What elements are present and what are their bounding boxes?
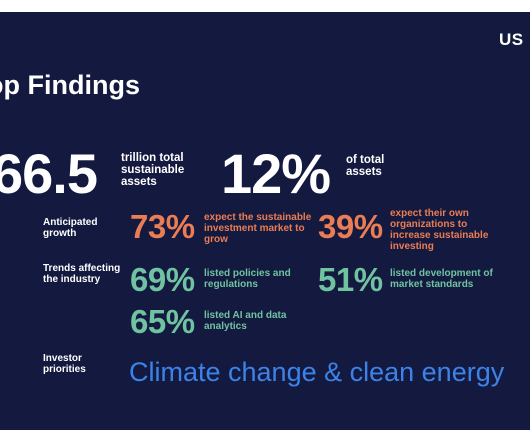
row-label-growth: Anticipated growth — [43, 217, 98, 239]
stat-39-text: expect their own organizations to increa… — [390, 208, 489, 252]
stat-73-value: 73% — [130, 208, 195, 245]
stat-39-value: 39% — [318, 208, 383, 245]
row-label-priorities: Investor priorities — [43, 353, 86, 375]
stat-69-text: listed policies and regulations — [204, 268, 291, 290]
slide: US op Findings 66.5 trillion total susta… — [0, 12, 530, 430]
headline-stat-assets-caption: trillion total sustainable assets — [121, 152, 185, 188]
headline-stat-share-caption: of total assets — [346, 154, 385, 178]
stat-73-text: expect the sustainable investment market… — [204, 212, 312, 245]
investor-priority-text: Climate change & clean energy — [129, 357, 505, 387]
stat-65-text: listed AI and data analytics — [204, 310, 287, 332]
stat-51-text: listed development of market standards — [390, 268, 493, 290]
bottom-strip — [0, 430, 530, 443]
headline-stat-assets: 66.5 — [0, 142, 98, 205]
stat-69-value: 69% — [130, 261, 195, 298]
stat-51-value: 51% — [318, 261, 383, 298]
row-label-trends: Trends affecting the industry — [43, 263, 121, 285]
brand-logo: US — [499, 30, 524, 49]
stat-65-value: 65% — [130, 303, 195, 340]
headline-stat-share: 12% — [221, 142, 331, 205]
slide-title: op Findings — [0, 70, 140, 100]
